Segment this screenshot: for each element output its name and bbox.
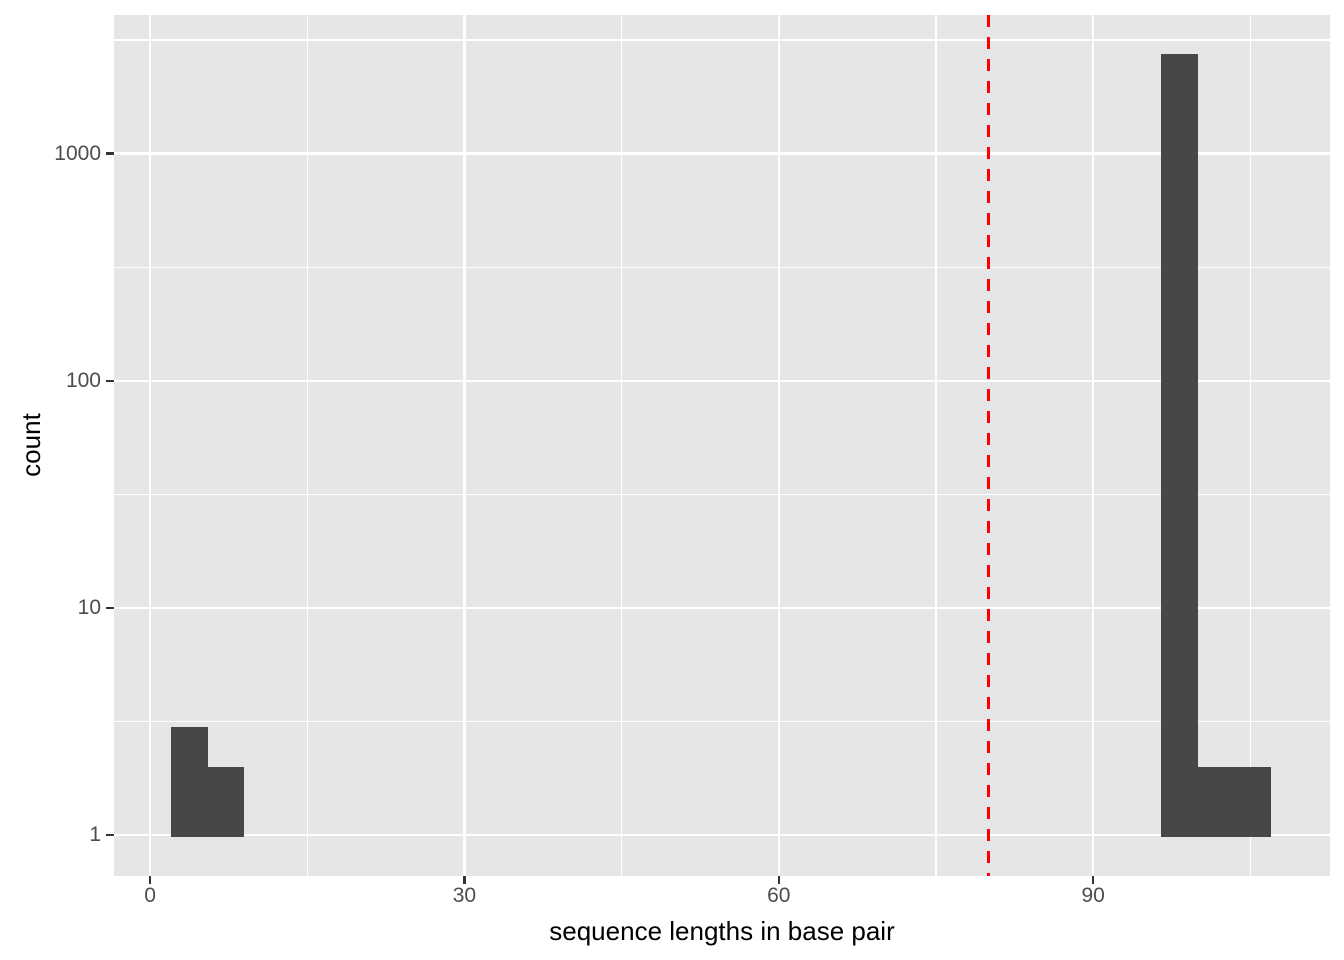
reference-line <box>986 15 990 876</box>
gridline-major-x <box>148 15 152 876</box>
gridline-major-y <box>114 152 1330 155</box>
y-axis-title: count <box>16 413 46 477</box>
y-tick-label: 100 <box>65 368 101 392</box>
x-tick-label: 0 <box>144 884 156 907</box>
histogram-bar <box>1161 53 1198 838</box>
x-tick-mark <box>1091 876 1095 884</box>
gridline-minor-y <box>114 720 1330 723</box>
y-tick-label: 1000 <box>54 141 101 165</box>
histogram-bar <box>207 766 245 838</box>
x-tick-mark <box>148 876 152 884</box>
gridline-major-x <box>1091 15 1095 876</box>
gridline-major-y <box>114 379 1330 382</box>
x-axis-title: sequence lengths in base pair <box>549 916 895 946</box>
gridline-major-y <box>114 833 1330 837</box>
gridline-minor-x <box>1249 15 1251 876</box>
gridline-minor-x <box>620 15 623 876</box>
gridline-minor-y <box>114 493 1330 495</box>
x-tick-label: 30 <box>452 884 477 907</box>
gridline-minor-x <box>935 15 937 876</box>
gridline-minor-x <box>306 15 308 876</box>
y-tick-mark <box>106 152 114 155</box>
gridline-minor-y <box>114 39 1330 41</box>
y-tick-label: 10 <box>77 595 101 619</box>
y-tick-label: 1 <box>89 823 101 847</box>
histogram-bar <box>171 726 208 838</box>
x-tick-mark <box>777 876 781 884</box>
histogram-bar <box>1197 766 1235 838</box>
gridline-major-x <box>777 15 781 876</box>
gridline-minor-y <box>114 266 1330 268</box>
x-tick-mark <box>463 876 466 884</box>
histogram-bar <box>1234 766 1272 838</box>
y-tick-mark <box>106 606 114 610</box>
x-tick-label: 90 <box>1081 884 1105 907</box>
x-tick-label: 60 <box>767 884 791 907</box>
gridline-major-x <box>463 15 466 876</box>
y-tick-mark <box>106 833 114 837</box>
y-tick-mark <box>106 379 114 382</box>
plot-panel <box>114 15 1330 876</box>
gridline-major-y <box>114 606 1330 610</box>
